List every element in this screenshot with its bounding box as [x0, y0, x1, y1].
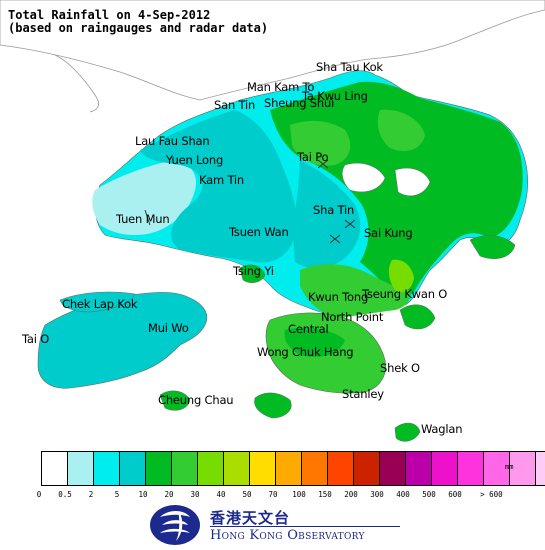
- lantau-island: [37, 291, 208, 389]
- place-label: Tai Po: [297, 150, 329, 164]
- legend-tick-label: 600: [448, 490, 462, 499]
- place-label: Tuen Mun: [116, 212, 170, 226]
- legend-tick-label: 150: [318, 490, 332, 499]
- legend-tick-label: 500: [422, 490, 436, 499]
- shenzhen-bay-coast: [54, 54, 100, 113]
- legend-tick-label: 20: [164, 490, 174, 499]
- hko-emblem-icon: [150, 505, 200, 545]
- legend-swatch: [250, 452, 276, 485]
- legend-swatch: [484, 452, 510, 485]
- legend-tick-label: 0.5: [58, 490, 72, 499]
- hko-rule: [210, 526, 400, 527]
- place-label: Waglan: [421, 422, 463, 436]
- map-subtitle: (based on raingauges and radar data): [8, 21, 269, 35]
- legend-tick-label: 2: [88, 490, 94, 499]
- place-label: Kwun Tong: [308, 290, 369, 304]
- legend-unit: mm: [505, 463, 514, 471]
- legend-swatch: [146, 452, 172, 485]
- place-label: Chek Lap Kok: [62, 297, 138, 311]
- legend-tick-label: 50: [242, 490, 252, 499]
- legend-swatch: [198, 452, 224, 485]
- new-territories: [92, 70, 529, 318]
- place-label: North Point: [321, 310, 384, 324]
- legend-tick-label: 100: [292, 490, 306, 499]
- legend-tick-label: 400: [396, 490, 410, 499]
- legend-swatch: [172, 452, 198, 485]
- legend-tick-label: 200: [344, 490, 358, 499]
- legend-tick-label: 70: [268, 490, 278, 499]
- place-label: Shek O: [380, 361, 420, 375]
- place-label: San Tin: [214, 98, 256, 112]
- place-label: Cheung Chau: [158, 393, 234, 407]
- waglan-island: [394, 422, 421, 442]
- legend-swatch: [380, 452, 406, 485]
- mainland-china: [0, 0, 545, 101]
- legend-swatch: [406, 452, 432, 485]
- place-label: Sheung Shui: [264, 96, 335, 110]
- place-label: Sha Tau Kok: [316, 60, 383, 74]
- place-label: Central: [288, 322, 329, 336]
- place-label: Tsing Yi: [233, 264, 274, 278]
- legend-swatch: [354, 452, 380, 485]
- place-label: Mui Wo: [148, 321, 189, 335]
- legend-tick-label: 10: [138, 490, 148, 499]
- place-label: Tai O: [22, 332, 50, 346]
- place-label: Tsuen Wan: [229, 225, 289, 239]
- legend-swatch: [432, 452, 458, 485]
- legend-tick-label: 40: [216, 490, 226, 499]
- map-canvas: [0, 0, 545, 442]
- place-label: Kam Tin: [199, 173, 244, 187]
- place-label: Man Kam To: [247, 80, 315, 94]
- rainfall-map: Total Rainfall on 4-Sep-2012 (based on r…: [0, 0, 545, 442]
- legend-swatch: [42, 452, 68, 485]
- legend-swatch: [458, 452, 484, 485]
- chek-lap-kok-airport-island: [59, 291, 136, 313]
- east-islands: [469, 235, 516, 259]
- legend-tick-label: > 600: [480, 490, 503, 499]
- legend-tick-label: 300: [370, 490, 384, 499]
- cheung-chau-island: [159, 390, 191, 411]
- place-label: Ta Kwu Ling: [302, 89, 368, 103]
- place-label: Lau Fau Shan: [135, 134, 210, 148]
- legend-tick-label: 30: [190, 490, 200, 499]
- legend-swatch: [224, 452, 250, 485]
- legend-swatch: [120, 452, 146, 485]
- legend-swatch: [94, 452, 120, 485]
- rainfall-legend: [41, 451, 545, 486]
- hko-english-name: Hong Kong Observatory: [210, 528, 365, 543]
- place-label: Sha Tin: [313, 203, 355, 217]
- station-markers: [144, 159, 356, 244]
- clear-water-bay-islands: [399, 304, 436, 330]
- lamma-island: [254, 392, 292, 419]
- tsing-yi-island: [239, 264, 266, 283]
- place-label: Sai Kung: [364, 226, 413, 240]
- place-label: Tseung Kwan O: [362, 287, 448, 301]
- hko-logo: 香港天文台 Hong Kong Observatory: [148, 503, 408, 548]
- legend-tick-label: 0: [36, 490, 42, 499]
- hko-chinese-name: 香港天文台: [210, 509, 291, 527]
- legend-swatch: [276, 452, 302, 485]
- legend-swatch: [510, 452, 536, 485]
- map-title: Total Rainfall on 4-Sep-2012: [8, 8, 211, 22]
- hong-kong-island: [265, 312, 386, 394]
- place-label: Yuen Long: [166, 153, 224, 167]
- legend-swatch: [302, 452, 328, 485]
- place-label: Wong Chuk Hang: [257, 345, 354, 359]
- legend-swatch: [68, 452, 94, 485]
- place-label: Stanley: [342, 387, 384, 401]
- legend-swatch: [536, 452, 545, 485]
- legend-tick-label: 5: [114, 490, 120, 499]
- legend-swatch: [328, 452, 354, 485]
